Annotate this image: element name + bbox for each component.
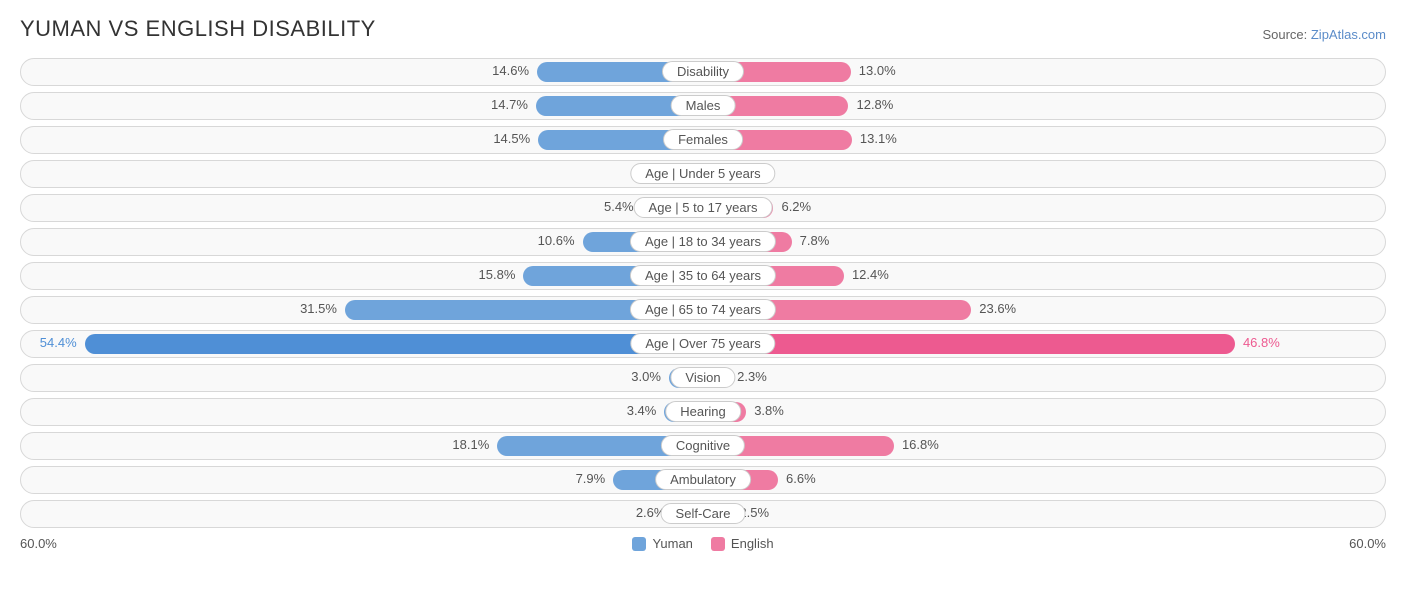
- category-label: Age | 18 to 34 years: [630, 231, 776, 252]
- value-left: 15.8%: [479, 267, 516, 282]
- diverging-bar-chart: 14.6% 13.0% Disability 14.7% 12.8% Males 14.5%…: [20, 58, 1386, 528]
- value-right: 6.2%: [781, 199, 811, 214]
- category-label: Age | 65 to 74 years: [630, 299, 776, 320]
- source-link[interactable]: ZipAtlas.com: [1311, 27, 1386, 42]
- value-left: 31.5%: [300, 301, 337, 316]
- value-right: 12.8%: [856, 97, 893, 112]
- chart-row: 14.6% 13.0% Disability: [20, 58, 1386, 86]
- chart-footer: 60.0% Yuman English 60.0%: [20, 536, 1386, 551]
- value-left: 14.7%: [491, 97, 528, 112]
- chart-row: 14.7% 12.8% Males: [20, 92, 1386, 120]
- value-left: 7.9%: [576, 471, 606, 486]
- axis-left-max: 60.0%: [20, 536, 57, 551]
- value-right: 6.6%: [786, 471, 816, 486]
- chart-row: 3.0% 2.3%Vision: [20, 364, 1386, 392]
- chart-legend: Yuman English: [632, 536, 773, 551]
- category-label: Males: [671, 95, 736, 116]
- legend-item-right: English: [711, 536, 774, 551]
- chart-row: 7.9% 6.6% Ambulatory: [20, 466, 1386, 494]
- chart-source: Source: ZipAtlas.com: [1262, 27, 1386, 42]
- value-right: 13.0%: [859, 63, 896, 78]
- value-left: 14.6%: [492, 63, 529, 78]
- category-label: Ambulatory: [655, 469, 751, 490]
- value-left: 54.4%: [40, 335, 77, 350]
- legend-swatch-right: [711, 537, 725, 551]
- value-left: 10.6%: [538, 233, 575, 248]
- legend-item-left: Yuman: [632, 536, 692, 551]
- category-label: Age | 5 to 17 years: [634, 197, 773, 218]
- chart-row: 0.95%1.7%Age | Under 5 years: [20, 160, 1386, 188]
- value-left: 5.4%: [604, 199, 634, 214]
- bar-left: [85, 334, 703, 354]
- category-label: Self-Care: [661, 503, 746, 524]
- bar-right: [703, 334, 1235, 354]
- category-label: Vision: [670, 367, 735, 388]
- chart-row: 3.4% 3.8% Hearing: [20, 398, 1386, 426]
- source-prefix: Source:: [1262, 27, 1310, 42]
- chart-row: 31.5% 23.6% Age | 65 to 74 years: [20, 296, 1386, 324]
- legend-label-left: Yuman: [652, 536, 692, 551]
- category-label: Age | Over 75 years: [630, 333, 775, 354]
- value-left: 3.0%: [631, 369, 661, 384]
- chart-row: 10.6% 7.8% Age | 18 to 34 years: [20, 228, 1386, 256]
- chart-title: YUMAN VS ENGLISH DISABILITY: [20, 16, 376, 42]
- value-right: 23.6%: [979, 301, 1016, 316]
- legend-label-right: English: [731, 536, 774, 551]
- category-label: Cognitive: [661, 435, 745, 456]
- category-label: Age | 35 to 64 years: [630, 265, 776, 286]
- value-right: 46.8%: [1243, 335, 1280, 350]
- category-label: Disability: [662, 61, 744, 82]
- chart-row: 15.8% 12.4% Age | 35 to 64 years: [20, 262, 1386, 290]
- chart-header: YUMAN VS ENGLISH DISABILITY Source: ZipA…: [20, 16, 1386, 42]
- value-right: 13.1%: [860, 131, 897, 146]
- value-right: 2.3%: [737, 369, 767, 384]
- chart-row: 14.5% 13.1% Females: [20, 126, 1386, 154]
- value-left: 14.5%: [493, 131, 530, 146]
- value-left: 18.1%: [452, 437, 489, 452]
- chart-row: 54.4% 46.8% Age | Over 75 years: [20, 330, 1386, 358]
- chart-row: 18.1% 16.8% Cognitive: [20, 432, 1386, 460]
- category-label: Hearing: [665, 401, 741, 422]
- category-label: Females: [663, 129, 743, 150]
- axis-right-max: 60.0%: [1349, 536, 1386, 551]
- value-right: 3.8%: [754, 403, 784, 418]
- category-label: Age | Under 5 years: [630, 163, 775, 184]
- value-right: 12.4%: [852, 267, 889, 282]
- value-right: 16.8%: [902, 437, 939, 452]
- legend-swatch-left: [632, 537, 646, 551]
- value-left: 3.4%: [627, 403, 657, 418]
- value-right: 7.8%: [800, 233, 830, 248]
- chart-row: 5.4% 6.2% Age | 5 to 17 years: [20, 194, 1386, 222]
- chart-row: 2.6%2.5%Self-Care: [20, 500, 1386, 528]
